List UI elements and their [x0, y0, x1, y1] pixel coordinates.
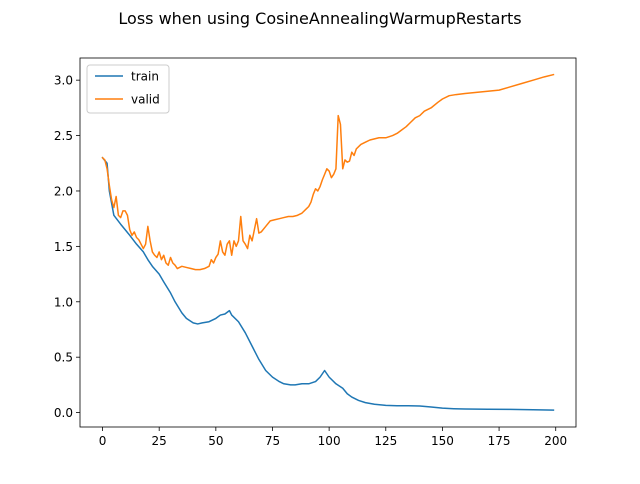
x-tick-label: 25	[152, 434, 167, 448]
legend-box	[86, 64, 170, 114]
x-tick-label: 0	[99, 434, 107, 448]
y-tick-label: 2.5	[54, 129, 73, 143]
legend-label-valid: valid	[131, 93, 160, 107]
chart-title: Loss when using CosineAnnealingWarmupRes…	[118, 9, 521, 28]
y-tick-label: 3.0	[54, 74, 73, 88]
x-tick-label: 100	[318, 434, 341, 448]
y-tick-label: 1.5	[54, 240, 73, 254]
y-tick-label: 0.0	[54, 406, 73, 420]
x-tick-label: 50	[208, 434, 223, 448]
y-tick-label: 1.0	[54, 295, 73, 309]
series-line-train	[101, 156, 555, 411]
y-tick-label: 0.5	[54, 351, 73, 365]
x-tick-label: 125	[374, 434, 397, 448]
plot-area: 0 25 50 75 100 125 150 175 200 0.0 0.5 1.0 1.5 2.0 2.5…	[54, 57, 577, 448]
axes-frame	[79, 57, 577, 428]
legend-label-train: train	[131, 70, 159, 84]
y-tick-label: 2.0	[54, 184, 73, 198]
x-tick-label: 200	[544, 434, 567, 448]
x-tick-label: 150	[431, 434, 454, 448]
x-tick-label: 175	[488, 434, 511, 448]
series-line-valid	[101, 73, 555, 271]
x-tick-label: 75	[265, 434, 280, 448]
